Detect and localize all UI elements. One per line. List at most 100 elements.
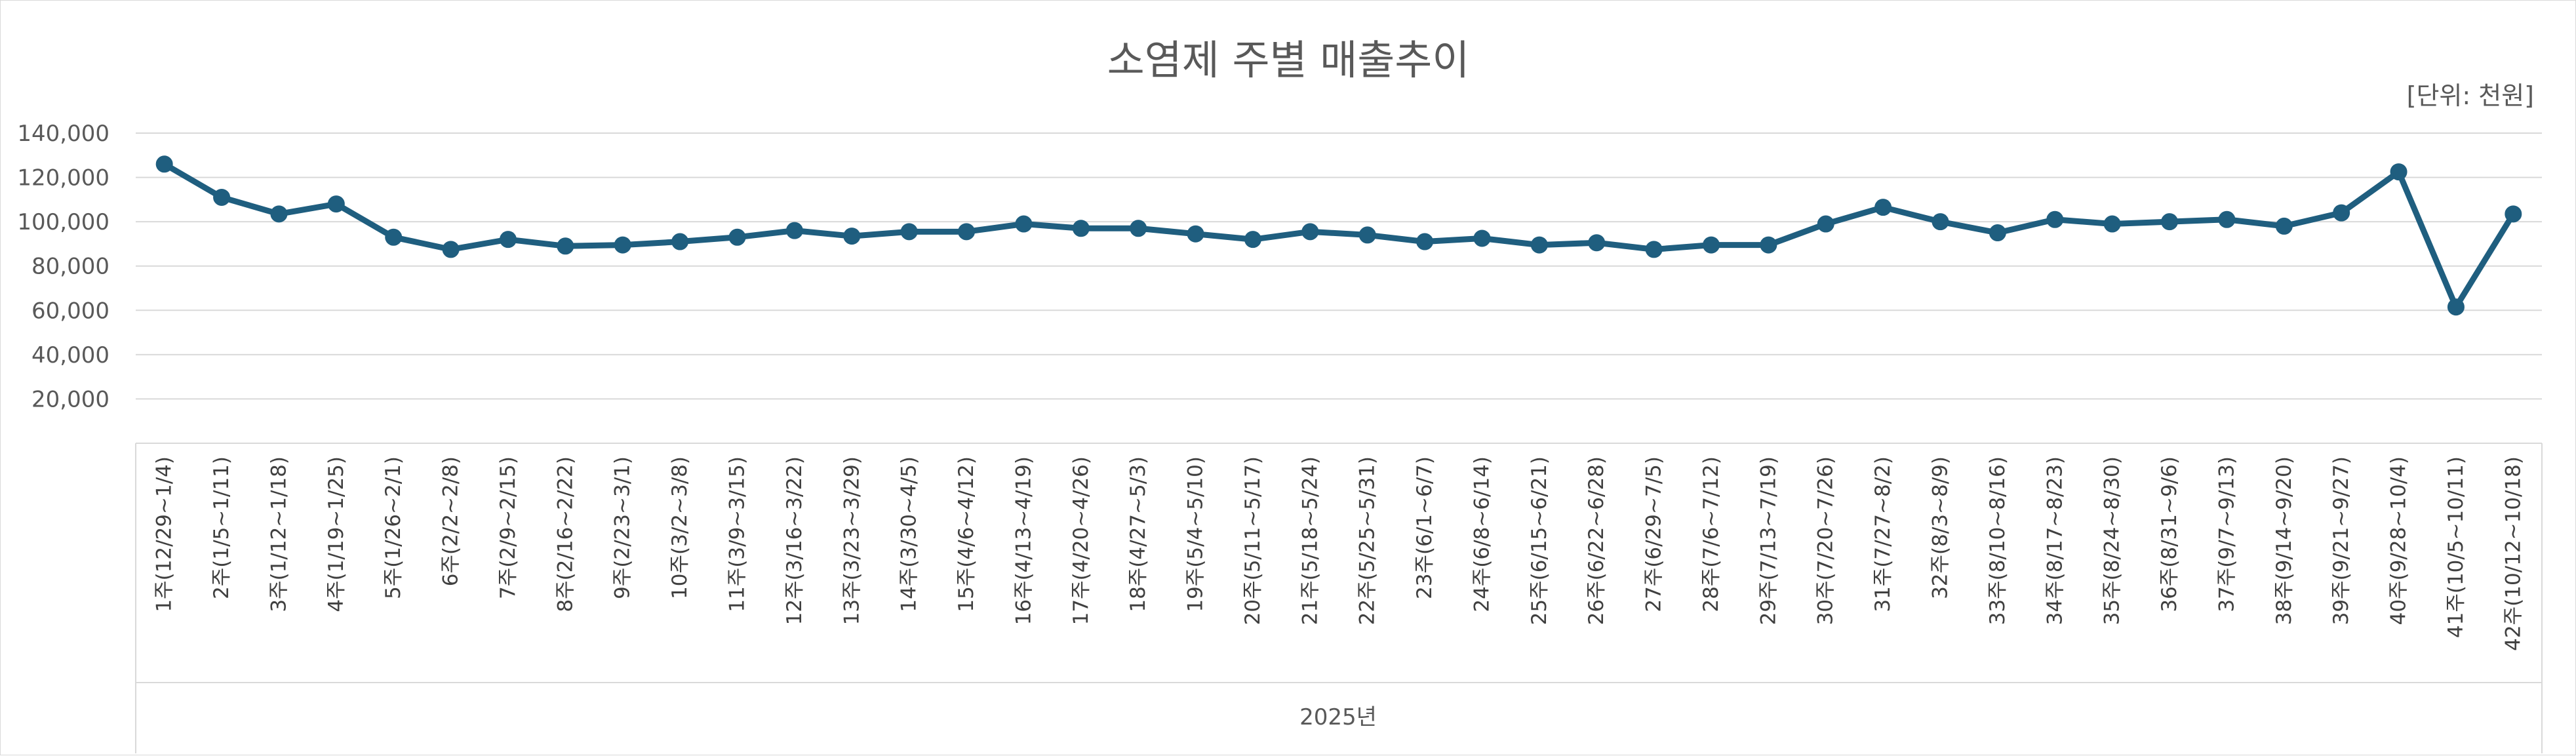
data-point	[2161, 213, 2179, 231]
x-tick-label: 38주(9/14~9/20)	[2272, 456, 2296, 625]
data-point	[1702, 236, 1720, 254]
data-point	[1989, 224, 2006, 242]
x-tick-label: 19주(5/4~5/10)	[1184, 456, 1208, 612]
x-tick-label: 21주(5/18~5/24)	[1298, 456, 1322, 625]
y-tick-label: 40,000	[31, 342, 109, 368]
x-tick-label: 39주(9/21~9/27)	[2329, 456, 2353, 625]
data-point	[1130, 220, 1147, 237]
x-tick-label: 20주(5/11~5/17)	[1241, 456, 1265, 625]
y-tick-label: 20,000	[31, 386, 109, 412]
x-tick-label: 13주(3/23~3/29)	[840, 456, 863, 625]
data-point	[1817, 215, 1834, 233]
data-point	[2103, 215, 2121, 233]
data-point	[1530, 236, 1548, 254]
data-point	[557, 237, 574, 255]
data-point	[1358, 226, 1376, 244]
x-tick-label: 37주(9/7~9/13)	[2215, 456, 2238, 612]
data-point	[385, 228, 403, 246]
data-point	[671, 233, 689, 250]
unit-label: [단위: 천원]	[2407, 81, 2534, 110]
x-axis-ticks: 1주(12/29~1/4) 2주(1/5~1/11) 3주(1/12~1/18) 4주…	[153, 456, 2526, 651]
data-point	[958, 223, 976, 241]
x-tick-label: 29주(7/13~7/19)	[1756, 456, 1780, 625]
data-point	[1874, 199, 1892, 216]
data-point	[2275, 217, 2293, 235]
series	[155, 155, 2522, 316]
data-point	[1588, 234, 1606, 252]
x-tick-label: 3주(1/12~1/18)	[267, 456, 290, 612]
x-tick-label: 15주(4/6~4/12)	[955, 456, 978, 612]
data-point	[900, 223, 918, 241]
x-tick-label: 31주(7/27~8/2)	[1871, 456, 1895, 612]
x-tick-label: 22주(5/25~5/31)	[1356, 456, 1379, 625]
data-point	[327, 195, 345, 213]
x-tick-label: 2주(1/5~1/11)	[210, 456, 233, 599]
x-tick-label: 16주(4/13~4/19)	[1012, 456, 1035, 625]
x-tick-label: 36주(8/31~9/6)	[2158, 456, 2181, 612]
x-tick-label: 12주(3/16~3/22)	[783, 456, 806, 625]
x-tick-label: 35주(8/24~8/30)	[2101, 456, 2124, 625]
data-point	[1244, 231, 1261, 249]
data-point	[1301, 223, 1319, 241]
x-tick-label: 27주(6/29~7/5)	[1642, 456, 1666, 612]
data-point	[499, 231, 517, 249]
x-tick-label: 25주(6/15~6/21)	[1528, 456, 1551, 625]
data-point	[442, 241, 460, 258]
gridlines	[136, 132, 2542, 400]
x-tick-label: 18주(4/27~5/3)	[1126, 456, 1150, 612]
x-tick-label: 23주(6/1~6/7)	[1413, 456, 1437, 599]
data-point	[1072, 220, 1090, 237]
x-tick-label: 4주(1/19~1/25)	[325, 456, 348, 612]
x-tick-label: 5주(1/26~2/1)	[382, 456, 405, 599]
x-group-label: 2025년	[1299, 704, 1377, 730]
data-point	[1645, 241, 1663, 258]
data-point	[1416, 233, 1434, 250]
data-point	[1187, 225, 1204, 243]
data-point	[2447, 298, 2465, 316]
x-tick-label: 28주(7/6~7/12)	[1699, 456, 1723, 612]
data-point	[1015, 215, 1033, 233]
y-axis-ticks: 20,000 40,000 60,000 80,000 100,000 120,000 14…	[17, 121, 109, 412]
data-point	[2046, 210, 2064, 228]
data-point	[1473, 229, 1491, 247]
data-point	[2333, 204, 2350, 222]
x-tick-label: 30주(7/20~7/26)	[1814, 456, 1838, 625]
x-axis	[135, 443, 2543, 753]
data-point	[213, 188, 231, 206]
chart-title: 소염제 주별 매출추이	[1107, 36, 1470, 84]
data-point	[1760, 236, 1777, 254]
x-tick-label: 8주(2/16~2/22)	[553, 456, 577, 612]
x-tick-label: 42주(10/12~10/18)	[2501, 456, 2525, 651]
x-tick-label: 26주(6/22~6/28)	[1585, 456, 1608, 625]
y-tick-label: 60,000	[31, 298, 109, 324]
x-tick-label: 9주(2/23~3/1)	[611, 456, 635, 599]
data-point	[785, 222, 803, 239]
x-tick-label: 7주(2/9~2/15)	[496, 456, 520, 599]
data-point	[2218, 210, 2236, 228]
data-point	[155, 155, 173, 173]
y-tick-label: 140,000	[17, 121, 109, 147]
x-tick-label: 34주(8/17~8/23)	[2043, 456, 2067, 625]
data-point	[728, 228, 746, 246]
data-point	[614, 236, 631, 254]
data-point	[2505, 205, 2522, 223]
x-tick-label: 24주(6/8~6/14)	[1470, 456, 1494, 612]
data-point	[1932, 213, 1949, 231]
x-tick-label: 14주(3/30~4/5)	[898, 456, 921, 612]
x-tick-label: 17주(4/20~4/26)	[1069, 456, 1093, 625]
x-tick-label: 40주(9/28~10/4)	[2387, 456, 2411, 625]
data-point	[270, 205, 288, 223]
x-tick-label: 41주(10/5~10/11)	[2444, 456, 2468, 638]
x-tick-label: 32주(8/3~8/9)	[1929, 456, 1952, 599]
y-tick-label: 100,000	[17, 209, 109, 235]
data-point	[843, 228, 861, 245]
x-tick-label: 11주(3/9~3/15)	[726, 456, 749, 612]
x-tick-label: 6주(2/2~2/8)	[439, 456, 463, 586]
x-tick-label: 1주(12/29~1/4)	[153, 456, 176, 612]
series-line	[161, 161, 2516, 310]
y-tick-label: 120,000	[17, 165, 109, 191]
x-tick-label: 10주(3/2~3/8)	[668, 456, 692, 599]
data-point	[2390, 163, 2408, 181]
